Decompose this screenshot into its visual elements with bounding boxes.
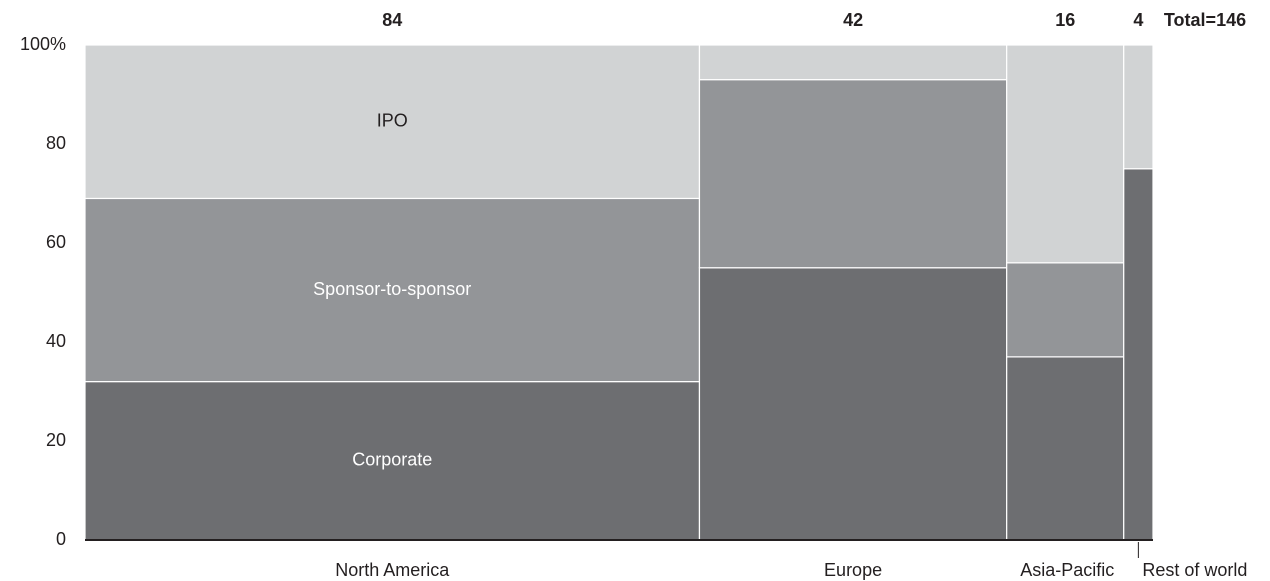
segment <box>1123 168 1154 541</box>
segment <box>84 44 701 200</box>
segment <box>84 197 701 383</box>
x-tick-label: Rest of world <box>1142 560 1247 580</box>
column-total: 4 <box>1133 10 1143 30</box>
x-tick-label: North America <box>335 560 450 580</box>
y-tick-label: 0 <box>56 529 66 549</box>
y-tick-label: 100% <box>20 34 66 54</box>
y-tick-label: 60 <box>46 232 66 252</box>
segment-label: Corporate <box>352 450 432 470</box>
segment <box>1123 44 1154 170</box>
segment-label: IPO <box>377 110 408 130</box>
segment-label: Sponsor-to-sponsor <box>313 279 471 299</box>
segment <box>698 44 1008 81</box>
total-label: Total=146 <box>1164 10 1246 30</box>
segment <box>84 381 701 541</box>
column-total: 84 <box>382 10 402 30</box>
x-tick-label: Asia-Pacific <box>1020 560 1114 580</box>
segment <box>698 267 1008 541</box>
segment <box>698 79 1008 269</box>
y-tick-label: 20 <box>46 430 66 450</box>
segment <box>1006 356 1125 541</box>
y-tick-label: 40 <box>46 331 66 351</box>
segment <box>1006 44 1125 264</box>
column-total: 16 <box>1055 10 1075 30</box>
segment <box>1006 262 1125 358</box>
column-total: 42 <box>843 10 863 30</box>
x-tick-label: Europe <box>824 560 882 580</box>
y-tick-label: 80 <box>46 133 66 153</box>
